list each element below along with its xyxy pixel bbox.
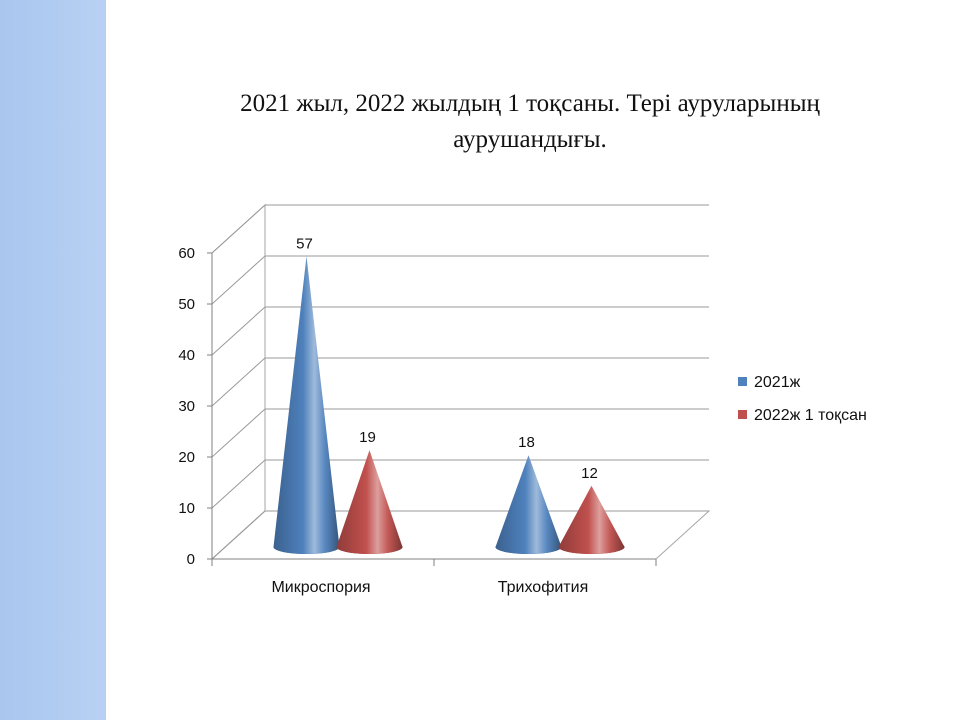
slide-side-band <box>0 0 106 720</box>
data-label: 57 <box>296 235 313 252</box>
cone <box>336 450 403 554</box>
cone <box>558 485 625 554</box>
cone-body <box>336 450 403 554</box>
gridline <box>211 255 709 305</box>
chart-gridlines <box>211 204 709 560</box>
gridline <box>211 510 709 560</box>
chart-title-line-2: аурушандығы. <box>453 126 607 153</box>
legend-label: 2022ж 1 тоқсан <box>754 407 867 424</box>
gridline <box>211 459 709 509</box>
y-tick-label: 0 <box>187 551 195 568</box>
y-tick-label: 10 <box>178 500 195 517</box>
legend-swatch <box>738 377 747 386</box>
y-tick-label: 50 <box>178 296 195 313</box>
chart-labels: 0 10 20 30 40 50 60 57 19 Микроспория 18 12 Трихофит… <box>178 235 598 596</box>
cone-body <box>273 256 340 554</box>
data-label: 12 <box>581 465 598 482</box>
data-label: 18 <box>518 434 535 451</box>
category-label: Трихофития <box>498 579 588 596</box>
category-label: Микроспория <box>271 579 370 596</box>
cone-body <box>495 455 562 554</box>
gridline <box>211 204 709 254</box>
legend-label: 2021ж <box>754 374 801 391</box>
y-tick-label: 40 <box>178 347 195 364</box>
gridline <box>211 408 709 458</box>
y-tick-label: 60 <box>178 245 195 262</box>
chart-title-line-1: 2021 жыл, 2022 жылдың 1 тоқсаны. Тері ау… <box>240 90 820 117</box>
chart-axes <box>207 252 657 566</box>
chart-legend: 2021ж 2022ж 1 тоқсан <box>738 374 867 424</box>
chart-title: 2021 жыл, 2022 жылдың 1 тоқсаны. Тері ау… <box>150 86 910 158</box>
y-tick-label: 30 <box>178 398 195 415</box>
data-label: 19 <box>359 429 376 446</box>
cone <box>273 256 340 554</box>
y-tick-label: 20 <box>178 449 195 466</box>
cone <box>495 455 562 554</box>
legend-swatch <box>738 410 747 419</box>
cone-body <box>558 485 625 554</box>
gridline <box>211 306 709 356</box>
chart-cones <box>273 256 625 554</box>
gridline <box>211 357 709 407</box>
